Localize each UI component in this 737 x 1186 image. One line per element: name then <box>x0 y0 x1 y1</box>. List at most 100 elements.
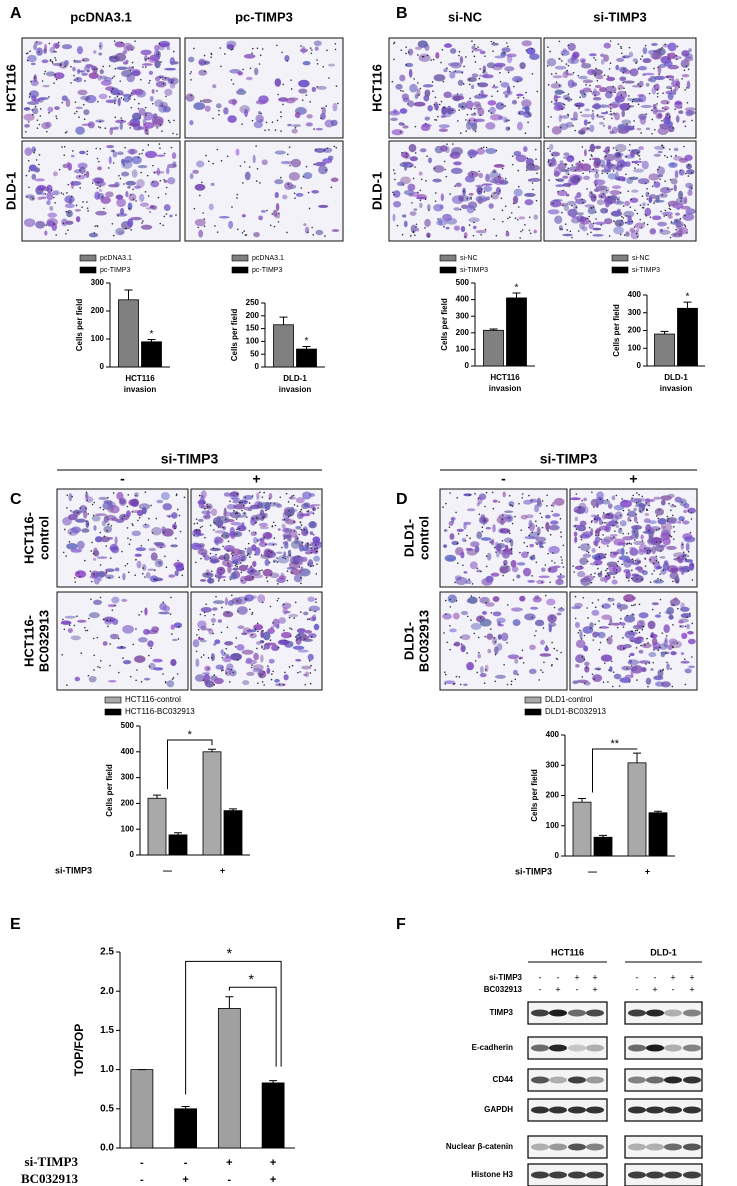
pore <box>170 613 172 615</box>
pore <box>531 500 533 502</box>
pore <box>584 635 586 637</box>
stained-cell <box>622 500 627 504</box>
pore <box>171 147 173 149</box>
stained-cell <box>681 633 687 639</box>
stained-cell <box>301 46 305 54</box>
stained-cell <box>649 194 657 199</box>
stained-cell <box>33 44 37 50</box>
pore <box>94 225 96 227</box>
stained-cell <box>507 86 511 94</box>
pore <box>309 101 311 103</box>
pore <box>322 66 324 68</box>
pore <box>566 70 568 72</box>
pore <box>99 667 101 669</box>
stained-cell <box>115 568 120 572</box>
pore <box>482 71 484 73</box>
pore <box>561 108 563 110</box>
pore <box>312 565 314 567</box>
stained-cell <box>126 181 136 186</box>
pore <box>107 619 109 621</box>
stained-cell <box>461 611 468 615</box>
pore <box>582 172 584 174</box>
pore <box>105 127 107 129</box>
pore <box>140 79 142 81</box>
pore <box>650 559 652 561</box>
pore <box>620 48 622 50</box>
panel-label: B <box>396 5 408 22</box>
pore <box>434 119 436 121</box>
pore <box>287 570 289 572</box>
pore <box>619 685 621 687</box>
pore <box>159 147 161 149</box>
stained-cell <box>118 98 121 106</box>
stained-cell <box>453 613 460 620</box>
stained-cell <box>98 497 108 500</box>
pore <box>307 564 309 566</box>
pore <box>444 169 446 171</box>
group-label: DLD-1 <box>650 947 677 957</box>
stained-cell <box>671 78 674 81</box>
pore <box>76 615 78 617</box>
stained-cell <box>236 90 246 95</box>
pore <box>617 199 619 201</box>
legend-swatch <box>232 267 248 273</box>
stained-cell <box>42 59 49 63</box>
pore <box>279 496 281 498</box>
pore <box>672 686 674 688</box>
stained-cell <box>94 577 100 585</box>
stained-cell <box>278 528 281 530</box>
pore <box>140 172 142 174</box>
pore <box>628 509 630 511</box>
pore <box>135 679 137 681</box>
pore <box>251 52 253 54</box>
pore <box>602 522 604 524</box>
y-tick-label: 200 <box>456 328 470 337</box>
pore <box>691 656 693 658</box>
stained-cell <box>641 667 646 672</box>
pore <box>467 198 469 200</box>
pore <box>613 576 615 578</box>
pore <box>454 582 456 584</box>
pore <box>252 48 254 50</box>
stained-cell <box>159 43 170 47</box>
pore <box>531 532 533 534</box>
stained-cell <box>638 146 644 150</box>
stained-cell <box>471 45 475 49</box>
pore <box>617 627 619 629</box>
pore <box>149 80 151 82</box>
stained-cell <box>674 185 677 192</box>
stained-cell <box>667 644 672 650</box>
pore <box>676 642 678 644</box>
blot-band <box>586 1077 604 1084</box>
pore <box>280 116 282 118</box>
stained-cell <box>275 192 279 198</box>
stained-cell <box>164 204 171 211</box>
y-tick-label: 100 <box>246 337 260 346</box>
pore <box>154 570 156 572</box>
pore <box>177 560 179 562</box>
legend-swatch <box>525 709 541 715</box>
stained-cell <box>168 574 175 577</box>
stained-cell <box>211 508 217 516</box>
pore <box>672 504 674 506</box>
stained-cell <box>211 653 215 661</box>
pore <box>485 229 487 231</box>
stained-cell <box>313 556 320 562</box>
header-label: si-TIMP3 <box>161 451 219 467</box>
pore <box>65 233 67 235</box>
pore <box>257 168 259 170</box>
stained-cell <box>489 107 496 114</box>
stained-cell <box>513 619 521 626</box>
panel-label: F <box>396 916 406 933</box>
pore <box>270 606 272 608</box>
pore <box>649 662 651 664</box>
stained-cell <box>41 186 49 191</box>
blot-band <box>628 1172 646 1179</box>
pore <box>281 547 283 549</box>
stained-cell <box>630 231 639 240</box>
pore <box>644 558 646 560</box>
pore <box>559 41 561 43</box>
pore <box>608 598 610 600</box>
pore <box>671 156 673 158</box>
pore <box>478 171 480 173</box>
